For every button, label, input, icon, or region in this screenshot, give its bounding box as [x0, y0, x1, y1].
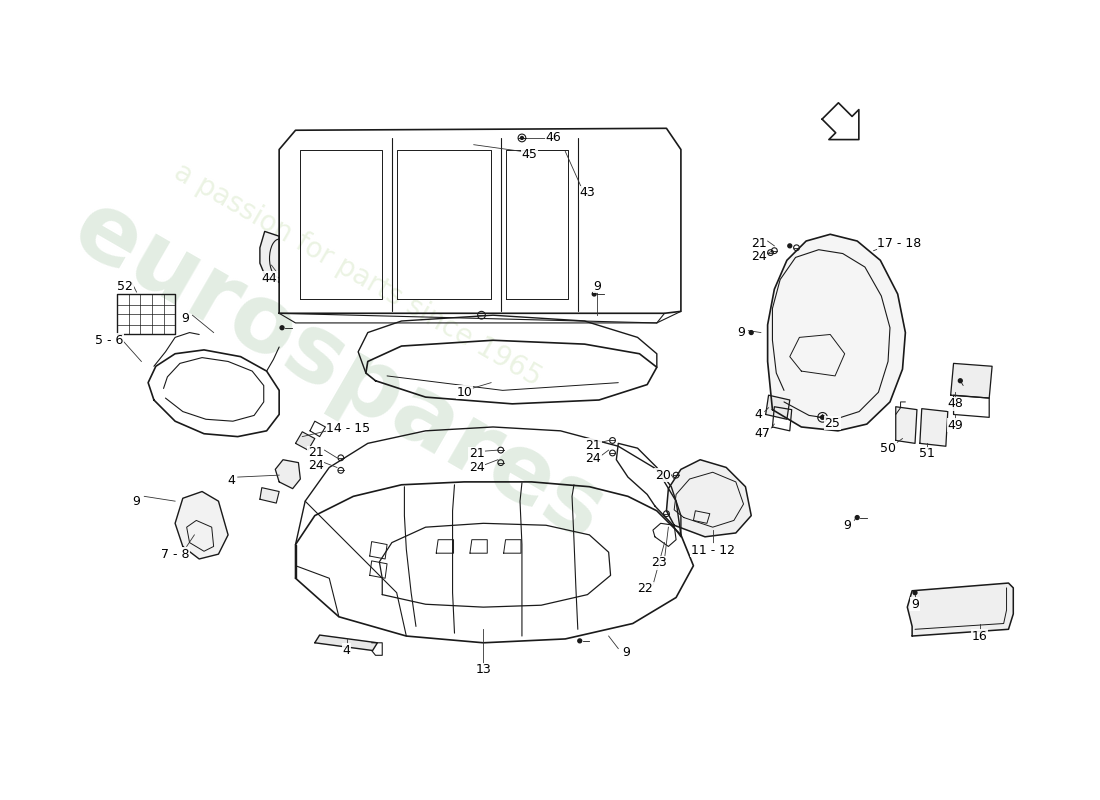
- Text: 9: 9: [911, 598, 918, 610]
- Polygon shape: [920, 409, 948, 446]
- Polygon shape: [315, 635, 377, 650]
- Polygon shape: [260, 488, 279, 503]
- Text: 43: 43: [580, 186, 595, 199]
- Text: 16: 16: [971, 630, 988, 642]
- Polygon shape: [275, 460, 300, 489]
- Text: 25: 25: [824, 417, 840, 430]
- Text: 9: 9: [738, 326, 746, 339]
- Polygon shape: [296, 432, 315, 450]
- Text: 45: 45: [521, 148, 538, 161]
- Circle shape: [788, 244, 792, 248]
- Text: 5 - 6: 5 - 6: [96, 334, 124, 346]
- Text: 9: 9: [180, 312, 189, 325]
- Text: eurospares: eurospares: [57, 182, 620, 560]
- Polygon shape: [260, 231, 279, 282]
- Text: 44: 44: [262, 272, 277, 285]
- Text: 21: 21: [469, 447, 484, 461]
- Text: 49: 49: [947, 418, 964, 431]
- Text: 13: 13: [475, 663, 492, 676]
- Text: 9: 9: [593, 280, 601, 293]
- Text: 46: 46: [546, 131, 562, 145]
- Circle shape: [578, 639, 582, 642]
- Text: 7 - 8: 7 - 8: [161, 548, 189, 561]
- Text: 47: 47: [755, 427, 771, 440]
- Text: 24: 24: [469, 461, 484, 474]
- Polygon shape: [667, 460, 751, 537]
- Text: 50: 50: [880, 442, 896, 454]
- Text: 4: 4: [227, 474, 235, 487]
- Polygon shape: [950, 363, 992, 398]
- Text: 24: 24: [585, 452, 601, 466]
- Polygon shape: [908, 583, 1013, 636]
- Text: 4: 4: [343, 644, 351, 657]
- Text: 52: 52: [117, 280, 133, 293]
- Text: 24: 24: [308, 459, 323, 472]
- Text: 14 - 15: 14 - 15: [327, 422, 371, 435]
- Circle shape: [749, 330, 754, 334]
- Polygon shape: [895, 406, 917, 443]
- Text: a passion for parts since 1965: a passion for parts since 1965: [169, 158, 547, 392]
- Text: 17 - 18: 17 - 18: [878, 238, 922, 250]
- Text: 9: 9: [133, 494, 141, 508]
- Text: 20: 20: [654, 469, 671, 482]
- Text: 9: 9: [623, 646, 630, 659]
- Text: 24: 24: [751, 250, 767, 263]
- Text: 51: 51: [918, 447, 935, 461]
- Text: 21: 21: [308, 446, 323, 459]
- Circle shape: [280, 326, 284, 330]
- Circle shape: [592, 292, 596, 296]
- Text: 10: 10: [456, 386, 472, 398]
- Circle shape: [520, 137, 524, 139]
- Text: 4: 4: [754, 408, 762, 421]
- Text: 22: 22: [637, 582, 653, 595]
- Polygon shape: [175, 491, 228, 559]
- Text: 21: 21: [751, 238, 767, 250]
- Text: 9: 9: [844, 518, 851, 532]
- Text: 23: 23: [651, 556, 667, 570]
- Circle shape: [856, 516, 859, 519]
- Polygon shape: [768, 234, 905, 431]
- Circle shape: [821, 415, 825, 419]
- Text: 11 - 12: 11 - 12: [691, 544, 735, 557]
- Text: 48: 48: [947, 398, 964, 410]
- Circle shape: [913, 590, 917, 594]
- Circle shape: [958, 379, 962, 382]
- Polygon shape: [766, 395, 790, 419]
- Text: 21: 21: [585, 438, 601, 452]
